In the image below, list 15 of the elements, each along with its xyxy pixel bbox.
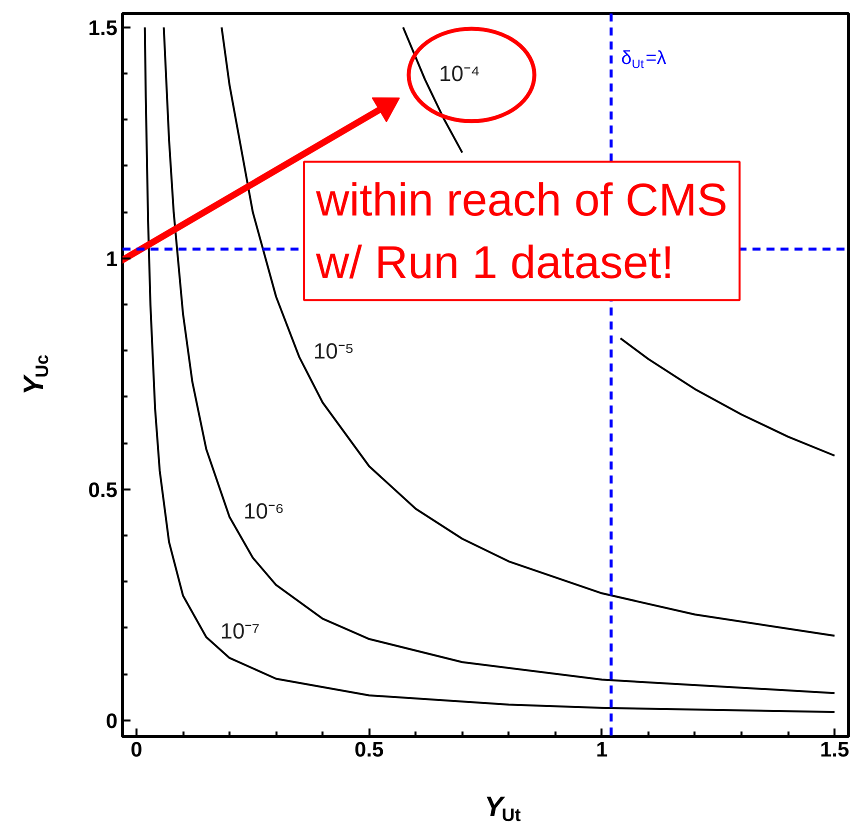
series-label: 10⁻⁷: [220, 618, 260, 644]
x-tick-label: 1: [596, 738, 608, 762]
y-tick-label: 1: [106, 248, 118, 271]
series-label: 10⁻⁵: [313, 338, 354, 364]
x-tick-label: 0.5: [354, 738, 384, 762]
y-tick-label: 0: [106, 710, 118, 733]
annotation: within reach of CMS w/ Run 1 dataset!: [315, 174, 728, 288]
series-label: 10⁻⁶: [244, 498, 284, 524]
y-tick-label: 0.5: [88, 478, 118, 502]
series-label: 10⁻⁴: [439, 61, 480, 86]
x-tick-label: 1.5: [820, 738, 850, 762]
y-tick-label: 1.5: [88, 16, 118, 40]
line-series: [220, 26, 836, 637]
y-axis-title: YUc: [18, 354, 52, 395]
x-tick-label: 0: [130, 738, 142, 762]
